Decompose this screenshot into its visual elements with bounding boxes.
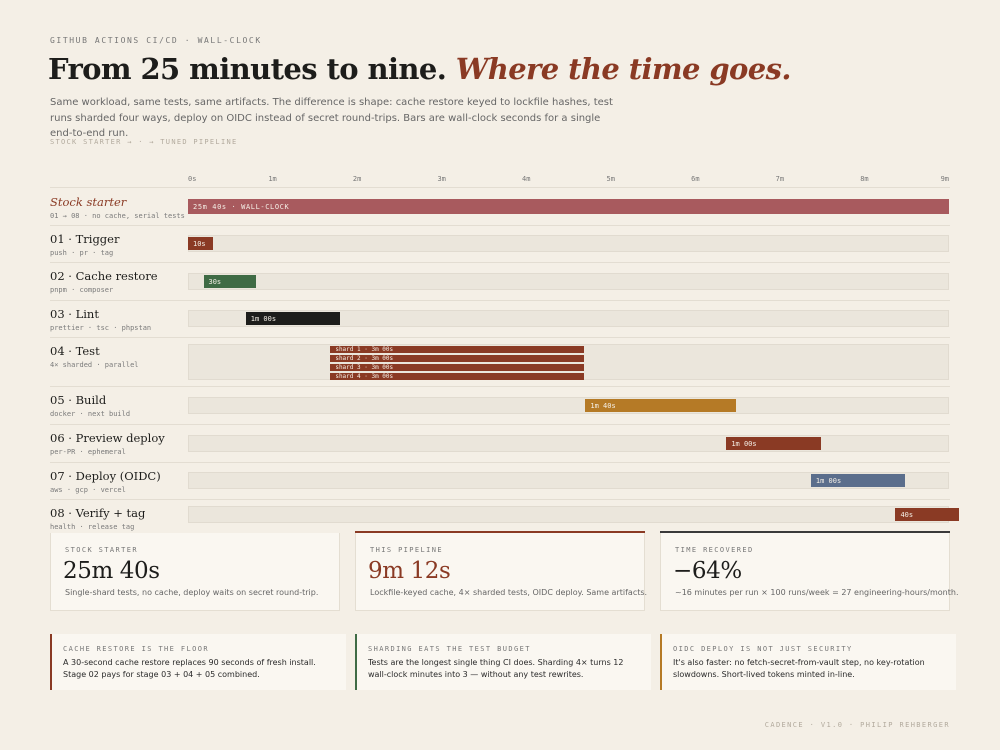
row-title: 06 · Preview deploy: [50, 431, 165, 445]
bar-preview-deploy: 1m 00s: [726, 437, 821, 450]
note-text: A 30-second cache restore replaces 90 se…: [63, 658, 316, 679]
x-tick-label: 4m: [522, 175, 531, 183]
note-label: SHARDING EATS THE TEST BUDGET: [368, 645, 531, 653]
x-tick-label: 2m: [352, 175, 362, 183]
row-divider: [50, 225, 950, 226]
row-label-preview-deploy: 06 · Preview deploy per-PR · ephemeral: [50, 431, 165, 456]
card-description: Lockfile-keyed cache, 4× sharded tests, …: [370, 588, 648, 597]
row-label-verify-tag: 08 · Verify + tag health · release tag: [50, 506, 145, 531]
card-stock-starter: STOCK STARTER 25m 40s Single-shard tests…: [50, 531, 340, 611]
x-axis-rule: [50, 187, 950, 188]
row-title: Stock starter: [50, 195, 127, 209]
card-value: 25m 40s: [63, 558, 160, 584]
bar-test-shard-3: shard 3 · 3m 00s: [330, 364, 584, 371]
bar-trigger: 10s: [188, 237, 214, 250]
page-title: From 25 minutes to nine. Where the time …: [48, 52, 791, 86]
row-label-cache-restore: 02 · Cache restore pnpm · composer: [50, 269, 158, 294]
row-subtitle: 4× sharded · parallel: [50, 361, 139, 369]
row-subtitle: docker · next build: [50, 410, 131, 418]
note-rule: [50, 634, 52, 690]
row-label-trigger: 01 · Trigger push · pr · tag: [50, 232, 119, 257]
row-divider: [50, 424, 950, 425]
row-subtitle: per-PR · ephemeral: [50, 448, 126, 456]
x-tick-label: 9m: [940, 175, 949, 183]
x-tick-label: 3m: [437, 175, 446, 183]
note-oidc-deploy: OIDC DEPLOY IS NOT JUST SECURITY It's al…: [660, 634, 956, 690]
row-title: 03 · Lint: [50, 307, 99, 321]
row-track: [188, 235, 949, 252]
bar-lint: 1m 00s: [245, 312, 341, 325]
row-subtitle: aws · gcp · vercel: [50, 486, 126, 494]
legend-line: STOCK STARTER → · → TUNED PIPELINE: [50, 138, 238, 146]
row-title: 07 · Deploy (OIDC): [50, 469, 161, 483]
card-description: Single-shard tests, no cache, deploy wai…: [65, 588, 319, 597]
row-subtitle: 01 → 08 · no cache, serial tests: [50, 212, 185, 220]
bar-cache-restore: 30s: [203, 275, 256, 288]
x-tick-label: 5m: [606, 175, 615, 183]
row-label-test: 04 · Test 4× sharded · parallel: [50, 344, 139, 369]
card-label: STOCK STARTER: [65, 546, 138, 554]
note-sharding: SHARDING EATS THE TEST BUDGET Tests are …: [355, 634, 651, 690]
row-track: [188, 506, 949, 523]
eyebrow: GITHUB ACTIONS CI/CD · WALL-CLOCK: [50, 36, 262, 45]
row-divider: [50, 499, 950, 500]
note-label: OIDC DEPLOY IS NOT JUST SECURITY: [673, 645, 853, 653]
row-divider: [50, 337, 950, 338]
note-text: It's also faster: no fetch-secret-from-v…: [673, 658, 925, 679]
x-tick-label: 1m: [268, 175, 277, 183]
row-label-lint: 03 · Lint prettier · tsc · phpstan: [50, 307, 151, 332]
bar-test-shard-1: shard 1 · 3m 00s: [330, 346, 584, 353]
bar-verify-tag: 40s: [895, 508, 959, 521]
x-tick-label: 0s: [188, 175, 197, 183]
row-track: [188, 310, 949, 327]
row-title: 05 · Build: [50, 393, 107, 407]
note-rule: [355, 634, 357, 690]
card-value: −64%: [673, 558, 742, 584]
x-tick-label: 6m: [691, 175, 700, 183]
row-title: 04 · Test: [50, 344, 100, 358]
x-tick-label: 8m: [860, 175, 869, 183]
row-subtitle: prettier · tsc · phpstan: [50, 324, 152, 332]
bar-deploy-oidc: 1m 00s: [810, 474, 906, 487]
row-track: [188, 397, 949, 414]
bar-test-shard-4: shard 4 · 3m 00s: [330, 373, 584, 380]
bar-test-shard-2: shard 2 · 3m 00s: [330, 355, 584, 362]
card-description: ~16 minutes per run × 100 runs/week = 27…: [675, 588, 959, 597]
row-subtitle: push · pr · tag: [50, 249, 114, 257]
note-rule: [660, 634, 662, 690]
x-tick-label: 7m: [775, 175, 785, 183]
note-text: Tests are the longest single thing CI do…: [368, 658, 624, 679]
headline-lead: From 25 minutes to nine.: [48, 52, 447, 86]
note-label: CACHE RESTORE IS THE FLOOR: [63, 645, 209, 653]
row-divider: [50, 262, 950, 263]
card-top-rule: [355, 531, 645, 533]
row-label-deploy-oidc: 07 · Deploy (OIDC) aws · gcp · vercel: [50, 469, 161, 494]
note-cache-restore: CACHE RESTORE IS THE FLOOR A 30-second c…: [50, 634, 346, 690]
row-title: 08 · Verify + tag: [50, 506, 146, 520]
row-subtitle: health · release tag: [50, 523, 135, 531]
row-title: 01 · Trigger: [50, 232, 120, 246]
footer-credit: CADENCE · V1.0 · PHILIP REHBERGER: [764, 721, 950, 729]
lede-paragraph: Same workload, same tests, same artifact…: [50, 97, 613, 139]
row-track: [188, 435, 949, 452]
row-title: 02 · Cache restore: [50, 269, 158, 283]
row-label-build: 05 · Build docker · next build: [50, 393, 130, 418]
card-this-pipeline: THIS PIPELINE 9m 12s Lockfile-keyed cach…: [355, 531, 648, 611]
row-divider: [50, 462, 950, 463]
card-label: TIME RECOVERED: [675, 546, 754, 554]
card-top-rule: [50, 531, 340, 533]
card-label: THIS PIPELINE: [370, 546, 443, 554]
card-value: 9m 12s: [368, 558, 451, 584]
row-track: [188, 273, 949, 290]
card-time-recovered: TIME RECOVERED −64% ~16 minutes per run …: [660, 531, 959, 611]
bar-build: 1m 40s: [585, 399, 737, 412]
row-label-stock: Stock starter 01 → 08 · no cache, serial …: [50, 195, 185, 220]
row-divider: [50, 300, 950, 301]
bar-stock: 25m 40s · WALL-CLOCK: [188, 199, 949, 214]
card-top-rule: [660, 531, 950, 533]
row-divider: [50, 386, 950, 387]
row-track: [188, 472, 949, 489]
headline-accent: Where the time goes.: [455, 52, 792, 86]
row-subtitle: pnpm · composer: [50, 286, 114, 294]
